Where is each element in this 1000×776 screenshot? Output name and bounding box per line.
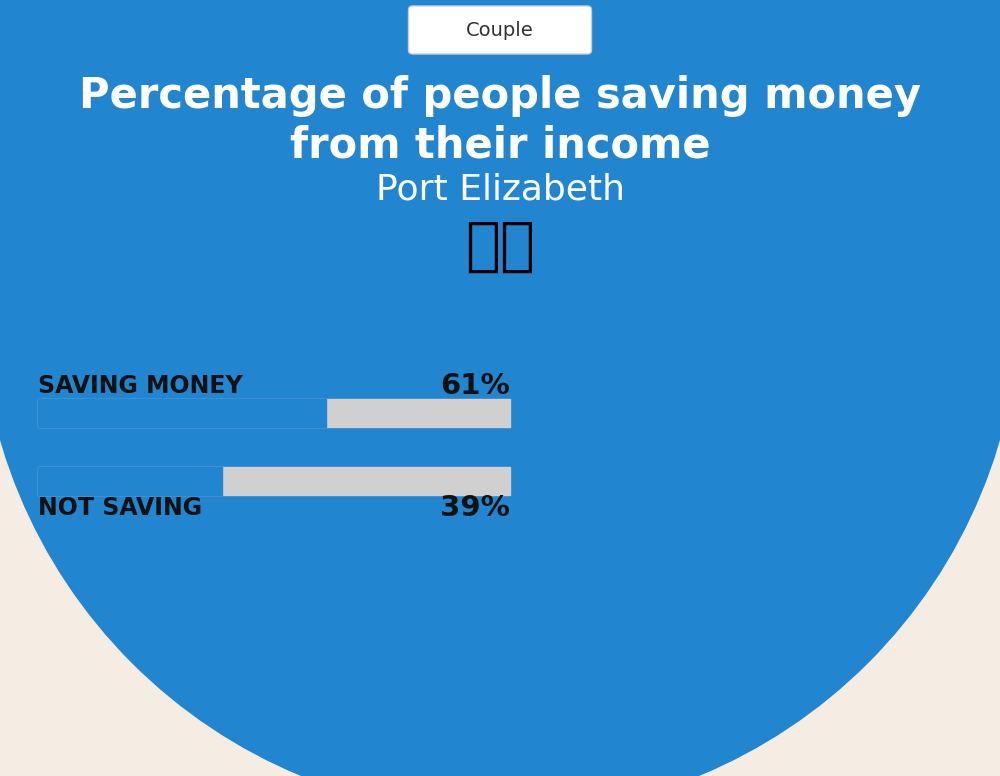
Text: 61%: 61% — [440, 372, 510, 400]
Bar — [38, 399, 510, 427]
Text: SAVING MONEY: SAVING MONEY — [38, 374, 243, 398]
Bar — [38, 399, 326, 427]
Bar — [38, 467, 510, 495]
Bar — [0, 0, 1000, 295]
Text: Port Elizabeth: Port Elizabeth — [376, 172, 624, 206]
Text: Couple: Couple — [466, 20, 534, 40]
Text: from their income: from their income — [290, 125, 710, 167]
Bar — [38, 467, 222, 495]
Text: NOT SAVING: NOT SAVING — [38, 496, 202, 520]
Text: 🇿🇦: 🇿🇦 — [465, 217, 535, 275]
FancyBboxPatch shape — [409, 6, 592, 54]
Text: 39%: 39% — [440, 494, 510, 522]
Text: Percentage of people saving money: Percentage of people saving money — [79, 75, 921, 117]
